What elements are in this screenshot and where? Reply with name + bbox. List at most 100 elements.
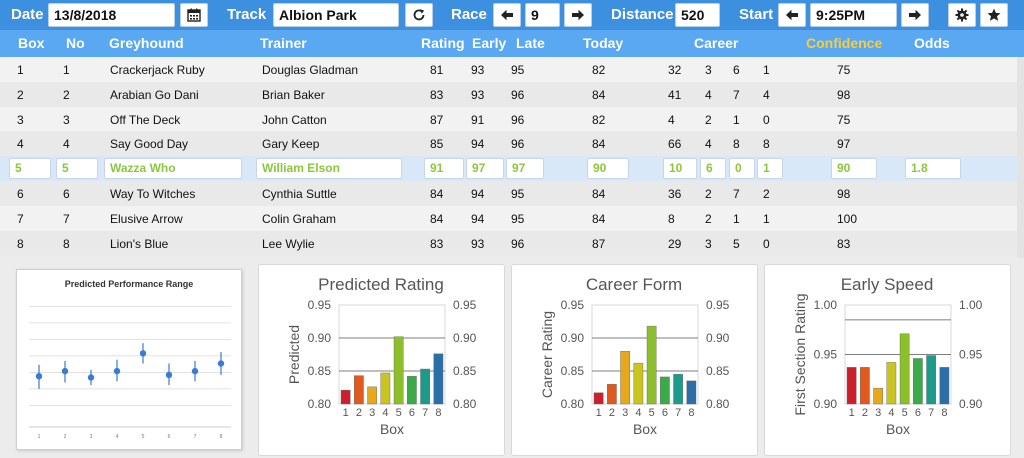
x-tick-label: 3 [90, 434, 93, 440]
cell-trainer: Douglas Gladman [262, 63, 359, 77]
y-tick-label-right: 0.95 [959, 348, 983, 362]
header-career[interactable]: Career [694, 35, 739, 51]
cell-trainer: Gary Keep [262, 137, 320, 152]
cell-greyhound[interactable]: Wazza Who [104, 158, 242, 180]
bar-box-8 [433, 353, 444, 405]
cell-box: 2 [17, 87, 24, 102]
arrow-left-icon [501, 9, 513, 21]
cell-box[interactable]: 5 [9, 158, 51, 180]
data-point [191, 367, 199, 375]
cell-c4: 0 [763, 236, 770, 251]
arrow-left-icon [786, 9, 798, 21]
x-tick-label: 5 [902, 407, 908, 419]
y-axis-label: Predicted [286, 325, 302, 384]
cell-confidence: 75 [837, 63, 851, 77]
cell-rating: 83 [430, 236, 444, 251]
cell-c3[interactable]: 0 [729, 158, 755, 180]
x-tick-label: 1 [849, 407, 855, 419]
cell-early[interactable]: 97 [466, 158, 504, 180]
x-tick-label: 2 [356, 407, 362, 419]
early-speed-panel: Early Speed 0.90 0.90 0.95 0.95 1.00 1.00 1 2 3 4 5… [764, 264, 1011, 456]
bar-box-7 [673, 374, 683, 405]
x-tick-label: 5 [142, 434, 145, 440]
chart-title: Predicted Performance Range [65, 279, 194, 289]
race-prev-button[interactable] [493, 3, 521, 27]
settings-button[interactable] [948, 3, 976, 27]
cell-c4[interactable]: 1 [757, 158, 783, 180]
table-row[interactable]: 3 3 Off The Deck John Catton 87 91 96 82 4 2 1 0 75 [0, 106, 1017, 132]
y-tick-label-right: 0.90 [453, 331, 477, 345]
cell-late[interactable]: 97 [506, 158, 544, 180]
cell-late: 95 [511, 211, 525, 226]
cell-c1[interactable]: 10 [663, 158, 697, 180]
header-confidence[interactable]: Confidence [806, 35, 883, 51]
cell-c2[interactable]: 6 [700, 158, 726, 180]
cell-rating: 84 [430, 211, 444, 226]
date-input[interactable]: 13/8/2018 [48, 3, 175, 27]
cell-odds[interactable]: 1.8 [905, 158, 961, 180]
cell-confidence[interactable]: 90 [831, 158, 877, 180]
bar-box-4 [886, 362, 897, 405]
header-greyhound[interactable]: Greyhound [109, 35, 184, 51]
cell-c2: 3 [705, 236, 712, 251]
favorite-button[interactable] [980, 3, 1008, 27]
table-row[interactable]: 5 5 Wazza Who William Elson 91 97 97 90 10 6 0 1 90 1… [0, 156, 1017, 181]
header-no[interactable]: No [66, 35, 85, 51]
cell-confidence: 83 [837, 236, 851, 251]
cell-rating: 87 [430, 112, 444, 127]
start-time-input[interactable]: 9:25PM [810, 3, 897, 27]
bar-box-6 [913, 358, 923, 405]
y-tick-label-right: 1.00 [959, 298, 983, 312]
cell-late: 95 [511, 63, 525, 77]
table-row[interactable]: 2 2 Arabian Go Dani Brian Baker 83 93 96 84 41 4 7… [0, 81, 1017, 107]
cell-c3: 7 [733, 187, 740, 201]
race-input[interactable]: 9 [525, 3, 560, 27]
cell-c2: 3 [705, 63, 712, 77]
y-tick-label-left: 0.90 [814, 397, 838, 411]
header-box[interactable]: Box [18, 35, 45, 51]
cell-c4: 4 [763, 87, 770, 102]
table-row[interactable]: 7 7 Elusive Arrow Colin Graham 84 94 95 84 8 2 1 1 1… [0, 205, 1017, 231]
table-row[interactable]: 1 1 Crackerjack Ruby Douglas Gladman 81 93 95 8… [0, 57, 1017, 82]
cell-early: 94 [471, 137, 485, 152]
cell-trainer: Colin Graham [262, 211, 337, 226]
y-tick-label-left: 0.80 [561, 397, 585, 411]
cell-no: 7 [63, 211, 70, 226]
plot-frame [338, 304, 446, 405]
top-toolbar: Date 13/8/2018 Track Albion Park Race 9 … [0, 0, 1024, 30]
cell-rating[interactable]: 91 [424, 158, 464, 180]
career-form-chart: Career Form 0.80 0.80 0.85 0.85 0.90 0.90 0.95 0… [539, 275, 730, 437]
bar-box-2 [354, 375, 364, 405]
cell-c4: 8 [763, 137, 770, 152]
start-next-button[interactable] [901, 3, 929, 27]
y-tick-label-left: 0.95 [561, 298, 585, 312]
cell-greyhound: Off The Deck [110, 112, 181, 127]
table-row[interactable]: 4 4 Say Good Day Gary Keep 85 94 96 84 66 4 8 8 97 [0, 131, 1017, 157]
table-scrollbar[interactable] [1017, 57, 1024, 258]
track-input[interactable]: Albion Park [273, 3, 399, 27]
y-tick-label-left: 0.90 [561, 331, 585, 345]
header-rating[interactable]: Rating [421, 35, 465, 51]
header-odds[interactable]: Odds [914, 35, 950, 51]
calendar-button[interactable] [180, 3, 208, 27]
header-trainer[interactable]: Trainer [260, 35, 307, 51]
cell-no[interactable]: 5 [56, 158, 98, 180]
bar-box-3 [873, 387, 883, 405]
header-early[interactable]: Early [472, 35, 507, 51]
cell-c2: 2 [705, 211, 712, 226]
cell-c1: 36 [668, 187, 682, 201]
cell-today[interactable]: 90 [587, 158, 629, 180]
cell-trainer[interactable]: William Elson [256, 158, 402, 180]
table-row[interactable]: 6 6 Way To Witches Cynthia Suttle 84 94 95 84 36… [0, 181, 1017, 206]
header-late[interactable]: Late [516, 35, 545, 51]
race-next-button[interactable] [564, 3, 592, 27]
header-today[interactable]: Today [583, 35, 624, 51]
distance-input[interactable]: 520 [675, 3, 720, 27]
data-point [87, 374, 95, 381]
cell-trainer: Cynthia Suttle [262, 187, 337, 201]
start-prev-button[interactable] [778, 3, 806, 27]
bar-box-6 [660, 376, 670, 405]
cell-greyhound: Lion's Blue [110, 236, 169, 251]
refresh-button[interactable] [405, 3, 433, 27]
table-row[interactable]: 8 8 Lion's Blue Lee Wylie 83 93 96 87 29 3 5 0 83 [0, 230, 1017, 256]
